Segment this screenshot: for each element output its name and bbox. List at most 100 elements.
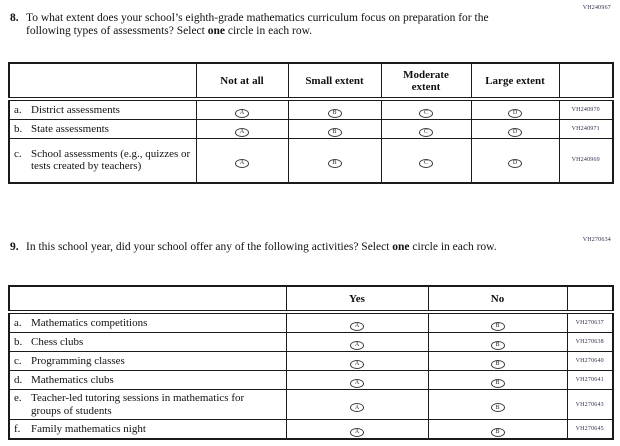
q9-header-code-blank [566,285,614,314]
cell-yes: A [285,311,429,333]
cell-moderate-extent: C [380,98,472,120]
row-letter: c. [14,147,22,160]
row-label: Programming classes [31,354,125,367]
answer-oval-no[interactable]: B [490,427,505,437]
table-row-teacher-led-tutoring: e. Teacher-led tutoring sessions in mathe… [8,389,614,420]
answer-oval-a[interactable]: A [235,158,249,168]
column-header-moderate-extent: Moderate extent [380,62,472,101]
q8-header-code-blank [558,62,614,101]
cell-yes: A [285,419,429,440]
answer-oval-no[interactable]: B [490,340,505,350]
table-row-school-assessments: c. School assessments (e.g., quizzes or t… [8,138,614,183]
answer-oval-c[interactable]: C [419,158,433,168]
table-row-mathematics-clubs: d. Mathematics clubs A B VH270641 [8,370,614,390]
row-label-cell: d. Mathematics clubs [8,370,287,390]
table-row-programming-classes: c. Programming classes A B VH270640 [8,351,614,371]
cell-not-at-all: A [195,98,289,120]
row-label: State assessments [31,122,109,135]
answer-oval-yes[interactable]: A [350,378,364,388]
row-letter: b. [14,122,23,135]
answer-oval-yes[interactable]: A [350,340,364,350]
row-code: VH270643 [566,389,614,420]
answer-oval-yes[interactable]: A [350,321,364,331]
answer-oval-d[interactable]: D [508,108,522,118]
cell-small-extent: B [287,138,382,183]
answer-oval-no[interactable]: B [490,359,505,369]
cell-moderate-extent: C [380,119,472,139]
question-9-number: 9. [10,241,19,253]
answer-oval-c[interactable]: C [419,127,433,137]
row-code: VH240969 [558,138,614,183]
row-letter: a. [14,316,22,329]
column-header-large-extent: Large extent [470,62,560,101]
row-label: Mathematics clubs [31,373,114,386]
row-code: VH240971 [558,119,614,139]
question-8-bold-word: one [207,24,225,37]
question-8-text-end: circle in each row. [224,24,313,37]
row-letter: a. [14,103,22,116]
column-header-small-extent: Small extent [287,62,382,101]
answer-oval-b[interactable]: B [327,108,342,118]
answer-oval-yes[interactable]: A [350,427,364,437]
answer-oval-d[interactable]: D [508,127,522,137]
row-label-cell: e. Teacher-led tutoring sessions in mathe… [8,389,287,420]
row-letter: b. [14,335,23,348]
row-code: VH270640 [566,351,614,371]
answer-oval-no[interactable]: B [490,321,505,331]
answer-oval-c[interactable]: C [419,108,433,118]
answer-oval-a[interactable]: A [235,108,249,118]
question-9: 9. In this school year, did your school … [10,241,555,254]
row-code: VH240970 [558,98,614,120]
row-letter: d. [14,373,23,386]
question-8-text: To what extent does your school’s eighth… [26,12,515,37]
question-8-text-start: To what extent does your school’s eighth… [26,12,489,37]
q8-table-header-row: Not at all Small extent Moderate extent … [8,62,614,101]
row-letter: e. [14,392,22,404]
row-label: Chess clubs [31,335,84,348]
answer-oval-no[interactable]: B [490,403,505,412]
cell-no: B [427,389,568,420]
row-label-cell: f. Family mathematics night [8,419,287,440]
cell-large-extent: D [470,119,560,139]
q8-header-blank [8,62,197,101]
row-label-cell: c. School assessments (e.g., quizzes or t… [8,138,197,183]
cell-no: B [427,332,568,352]
cell-no: B [427,419,568,440]
cell-not-at-all: A [195,138,289,183]
row-code: VH270645 [566,419,614,440]
table-row-family-mathematics-night: f. Family mathematics night A B VH270645 [8,419,614,440]
table-row-chess-clubs: b. Chess clubs A B VH270638 [8,332,614,352]
row-label: Teacher-led tutoring sessions in mathema… [31,392,245,417]
answer-oval-b[interactable]: B [327,127,342,137]
cell-yes: A [285,389,429,420]
cell-no: B [427,311,568,333]
q9-table-header-row: Yes No [8,285,614,314]
answer-oval-a[interactable]: A [235,127,249,137]
row-label: District assessments [31,103,120,116]
row-label-cell: a. Mathematics competitions [8,311,287,333]
row-label: Family mathematics night [31,422,146,435]
answer-oval-d[interactable]: D [508,158,522,168]
answer-oval-no[interactable]: B [490,378,505,388]
row-code: VH270641 [566,370,614,390]
q9-header-blank [8,285,287,314]
cell-yes: A [285,370,429,390]
row-letter: f. [14,422,21,435]
answer-oval-yes[interactable]: A [350,403,364,412]
cell-not-at-all: A [195,119,289,139]
table-row-mathematics-competitions: a. Mathematics competitions A B VH270637 [8,311,614,333]
cell-large-extent: D [470,98,560,120]
cell-moderate-extent: C [380,138,472,183]
answer-oval-b[interactable]: B [327,158,342,168]
question-9-text-start: In this school year, did your school off… [26,241,393,253]
answer-oval-yes[interactable]: A [350,359,364,369]
column-header-no: No [427,285,568,314]
question-8-number: 8. [10,12,19,24]
column-header-yes: Yes [285,285,429,314]
row-code: VH270637 [566,311,614,333]
table-row-state-assessments: b. State assessments A B C D VH240971 [8,119,614,139]
cell-no: B [427,351,568,371]
row-letter: c. [14,354,22,367]
cell-yes: A [285,332,429,352]
